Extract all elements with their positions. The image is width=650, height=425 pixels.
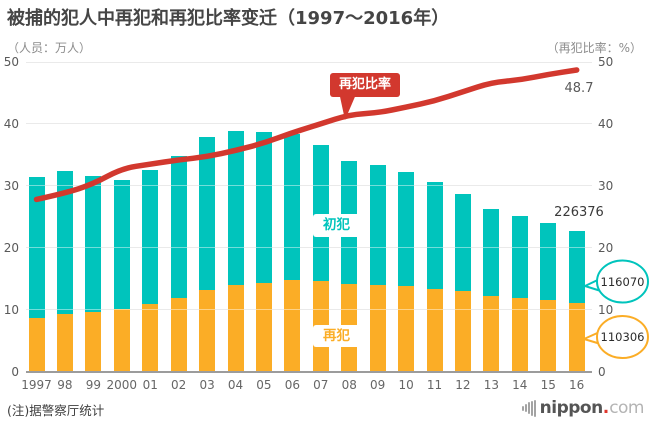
y-axis-left-label-40: 40: [3, 116, 19, 131]
x-axis-label-09: 09: [370, 377, 386, 392]
bar-first-16: [568, 231, 585, 304]
gridline-10: [26, 309, 592, 311]
bar-repeat-16: [568, 303, 585, 372]
x-axis-label-05: 05: [256, 377, 272, 392]
first-offense-count-value: 116070: [600, 275, 645, 289]
bar-repeat-10: [398, 286, 415, 372]
x-axis-label-12: 12: [455, 377, 471, 392]
bar-repeat-03: [199, 290, 216, 372]
bar-repeat-09: [369, 285, 386, 372]
bar-first-04: [227, 130, 244, 286]
y-axis-left-label-20: 20: [3, 240, 19, 255]
gridline-20: [26, 247, 592, 249]
x-axis-label-15: 15: [540, 377, 556, 392]
gridline-overlay-50: [26, 61, 592, 63]
left-axis-caption: （人员：万人）: [7, 41, 92, 55]
x-axis-label-99: 99: [85, 377, 101, 392]
x-axis-label-1997: 1997: [21, 377, 52, 392]
bar-repeat-1997: [28, 317, 45, 372]
bar-repeat-15: [540, 300, 557, 372]
x-axis-label-01: 01: [142, 377, 158, 392]
bar-repeat-01: [142, 304, 159, 372]
bar-repeat-06: [284, 279, 301, 372]
nippon-logo-icon: [521, 399, 537, 417]
bar-repeat-11: [426, 288, 443, 372]
bar-first-03: [199, 136, 216, 291]
bar-first-01: [142, 170, 159, 305]
bar-first-1997: [28, 177, 45, 318]
y-axis-right-label-50: 50: [598, 55, 614, 69]
bar-first-98: [56, 170, 73, 314]
x-axis-label-2000: 2000: [106, 377, 138, 392]
gridline-overlay-20: [26, 247, 592, 249]
y-axis-left-label-50: 50: [3, 55, 19, 69]
logo-dot: .: [602, 398, 610, 418]
repeat-offense-badge: 再犯: [313, 325, 360, 347]
bar-repeat-04: [227, 285, 244, 372]
rate-line-badge: 再犯比率: [330, 73, 400, 97]
bar-repeat-2000: [113, 308, 130, 372]
y-axis-left-label-10: 10: [3, 302, 19, 317]
source-note: (注)据警察厅统计: [7, 403, 105, 418]
logo-text-nippon: nippon: [539, 398, 604, 418]
bar-first-15: [540, 223, 557, 301]
bar-first-2000: [113, 179, 130, 309]
y-axis-right-label-40: 40: [598, 116, 614, 131]
bar-first-12: [454, 193, 471, 292]
x-axis-label-11: 11: [426, 377, 443, 392]
gridline-50: [26, 61, 592, 63]
final-rate-value: 48.7: [564, 81, 594, 96]
y-axis-left-label-30: 30: [3, 178, 19, 193]
bar-repeat-12: [454, 291, 471, 372]
x-axis-label-04: 04: [227, 377, 244, 392]
bar-first-09: [369, 165, 386, 286]
x-axis-label-16: 16: [569, 377, 585, 392]
gridline-overlay-30: [26, 185, 592, 187]
logo-text-com: com: [609, 398, 644, 418]
bar-first-06: [284, 133, 301, 280]
nippon-logo[interactable]: nippon. com: [521, 398, 644, 418]
bar-first-13: [483, 209, 500, 296]
x-axis-label-10: 10: [398, 377, 414, 392]
y-axis-right-label-20: 20: [598, 240, 614, 255]
y-axis-right-label-10: 10: [598, 302, 614, 317]
bar-first-14: [511, 216, 528, 299]
x-axis-label-06: 06: [284, 377, 300, 392]
y-axis-left-label-0: 0: [11, 364, 19, 379]
x-axis-label-02: 02: [171, 377, 187, 392]
bar-first-02: [170, 156, 187, 298]
x-axis-label-03: 03: [199, 377, 215, 392]
x-axis-label-14: 14: [512, 377, 528, 392]
bar-repeat-99: [85, 312, 102, 372]
x-axis-line: [26, 371, 592, 373]
page-title: 被捕的犯人中再犯和再犯比率变迁（1997～2016年）: [7, 8, 450, 29]
bar-first-10: [398, 171, 415, 287]
bar-first-99: [85, 176, 102, 313]
gridline-overlay-40: [26, 123, 592, 125]
bar-first-11: [426, 182, 443, 289]
bar-repeat-05: [255, 283, 272, 372]
repeat-offense-count-value: 110306: [600, 330, 645, 344]
final-total-value: 226376: [554, 205, 604, 220]
x-axis-label-07: 07: [313, 377, 329, 392]
x-axis-label-08: 08: [341, 377, 357, 392]
y-axis-right-label-0: 0: [598, 364, 606, 379]
first-offense-badge: 初犯: [313, 214, 360, 237]
bar-repeat-13: [483, 295, 500, 372]
bar-first-05: [255, 131, 272, 284]
x-axis-label-98: 98: [57, 377, 73, 392]
bar-repeat-98: [56, 313, 73, 372]
x-axis-label-13: 13: [483, 377, 500, 392]
gridline-overlay-10: [26, 309, 592, 311]
y-axis-right-label-30: 30: [598, 178, 614, 193]
bar-repeat-14: [511, 298, 528, 372]
bar-repeat-02: [170, 297, 187, 372]
right-axis-caption: （再犯比率：%）: [546, 41, 642, 55]
